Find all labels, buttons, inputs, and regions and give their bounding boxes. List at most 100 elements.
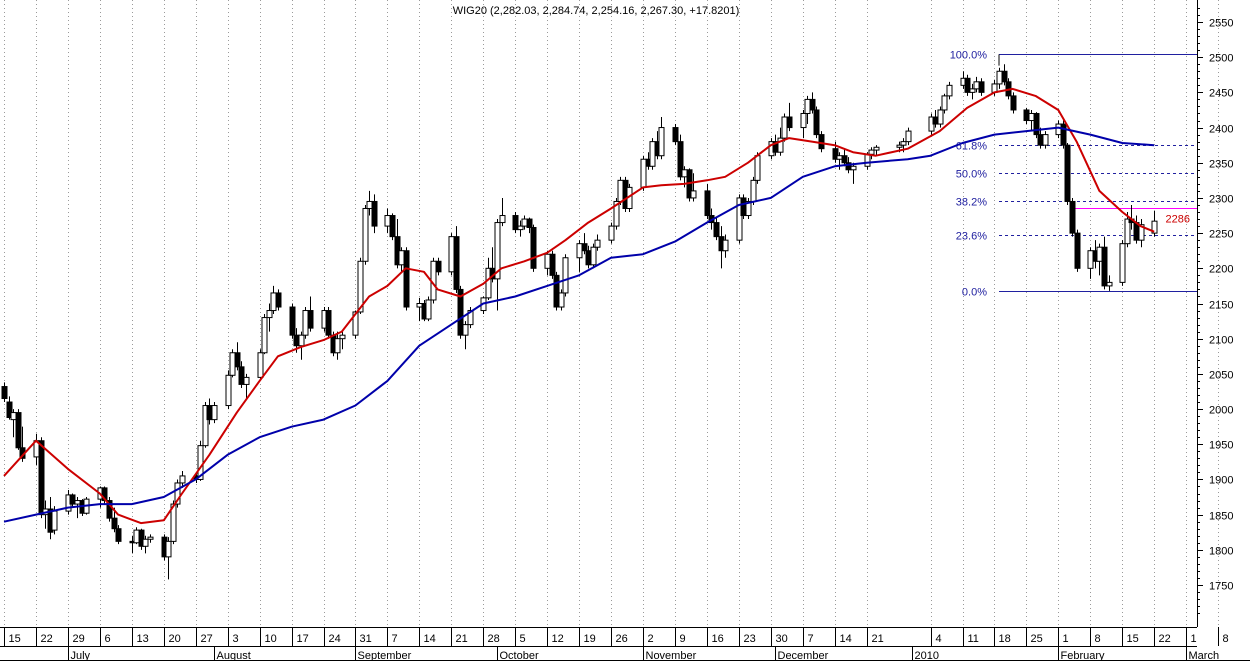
candle-body <box>51 510 58 531</box>
candle-body <box>206 405 213 421</box>
candle-body <box>462 324 469 336</box>
candle-body <box>1151 220 1158 234</box>
candle-body <box>1023 109 1030 122</box>
candle-body <box>677 141 684 178</box>
x-tick-label: 5 <box>520 633 526 645</box>
candle-body <box>932 116 939 125</box>
y-tick-label: 1750 <box>1209 581 1233 593</box>
x-tick-label: 26 <box>616 633 628 645</box>
candle-body <box>238 366 245 385</box>
candle-body <box>781 116 788 139</box>
candle-body <box>1001 70 1008 83</box>
candle-body <box>736 197 743 241</box>
candle-body <box>818 134 825 150</box>
candle-body <box>416 303 423 308</box>
candle-body <box>339 334 346 340</box>
candle-body <box>581 243 588 252</box>
candle-body <box>211 405 218 421</box>
candle-body <box>275 292 282 308</box>
candle-body <box>1119 243 1126 283</box>
candle-body <box>10 412 17 421</box>
candle-body <box>900 141 907 146</box>
x-tick-label: 22 <box>41 633 53 645</box>
candle-body <box>996 70 1003 85</box>
candle-body <box>1096 246 1103 262</box>
month-label: September <box>358 650 412 661</box>
month-label: July <box>71 650 91 661</box>
x-tick-label: 25 <box>1031 633 1043 645</box>
candle-body <box>1028 112 1035 122</box>
candle-body <box>293 334 300 347</box>
candle-body <box>1037 134 1044 146</box>
candle-body <box>261 317 268 354</box>
candle-body <box>1064 144 1071 202</box>
candle-body <box>302 310 309 336</box>
candle-body <box>585 250 592 266</box>
y-tick-label: 2200 <box>1209 264 1233 276</box>
candle-body <box>544 253 551 269</box>
candle-body <box>1055 123 1062 136</box>
x-tick-label: 17 <box>297 633 309 645</box>
candle-body <box>352 311 359 336</box>
long-ma-line <box>3 126 1155 523</box>
candle-body <box>649 141 656 167</box>
x-tick-label: 18 <box>999 633 1011 645</box>
candle-body <box>1138 224 1145 241</box>
candle-body <box>106 500 113 519</box>
candle-body <box>101 487 108 502</box>
candle-body <box>517 225 524 231</box>
candle-body <box>1010 95 1017 111</box>
candle-body <box>1101 246 1108 287</box>
x-tick-label: 10 <box>265 633 277 645</box>
candle-body <box>681 169 688 178</box>
x-tick-label: 14 <box>424 633 436 645</box>
short-ma-line <box>3 87 1155 525</box>
candle-body <box>174 482 181 505</box>
y-tick-label: 2450 <box>1209 88 1233 100</box>
y-tick-label: 2550 <box>1209 18 1233 30</box>
x-tick-label: 11 <box>968 633 979 645</box>
y-tick-label: 2300 <box>1209 194 1233 206</box>
candle-body <box>750 179 757 202</box>
candle-body <box>558 292 565 308</box>
fib-label: 38.2% <box>956 197 987 209</box>
y-tick-label: 2050 <box>1209 370 1233 382</box>
candle-body <box>448 236 455 273</box>
candle-body <box>946 84 953 97</box>
month-label: August <box>217 650 251 661</box>
candle-body <box>800 112 807 129</box>
candle-body <box>1069 200 1076 234</box>
x-tick-label: 3 <box>233 633 239 645</box>
candle-body <box>243 376 250 385</box>
y-tick-label: 2000 <box>1209 405 1233 417</box>
candle-body <box>786 116 793 129</box>
x-tick-label: 7 <box>808 633 814 645</box>
candle-body <box>257 352 264 378</box>
moving-average-layer <box>3 87 1155 525</box>
candle-body <box>722 239 729 252</box>
candle-body <box>613 200 620 227</box>
x-tick-label: 22 <box>1159 633 1171 645</box>
candle-body <box>453 236 460 290</box>
candle-body <box>690 190 697 199</box>
candle-body <box>494 222 501 280</box>
candle-body <box>362 207 369 262</box>
candle-body <box>608 225 615 241</box>
candle-body <box>672 127 679 143</box>
candle-body <box>813 109 820 136</box>
candle-body <box>841 155 848 164</box>
candle-body <box>937 109 944 125</box>
candle-body <box>941 95 948 111</box>
fib-label: 0.0% <box>962 287 987 299</box>
candle-body <box>133 529 140 544</box>
y-tick-label: 2150 <box>1209 300 1233 312</box>
x-tick-label: 1 <box>1063 633 1069 645</box>
candle-body <box>147 536 154 540</box>
candle-body <box>15 412 22 449</box>
candle-body <box>549 253 556 276</box>
candle-body <box>896 144 903 148</box>
x-tick-label: 8 <box>1223 633 1229 645</box>
candle-body <box>170 503 177 542</box>
